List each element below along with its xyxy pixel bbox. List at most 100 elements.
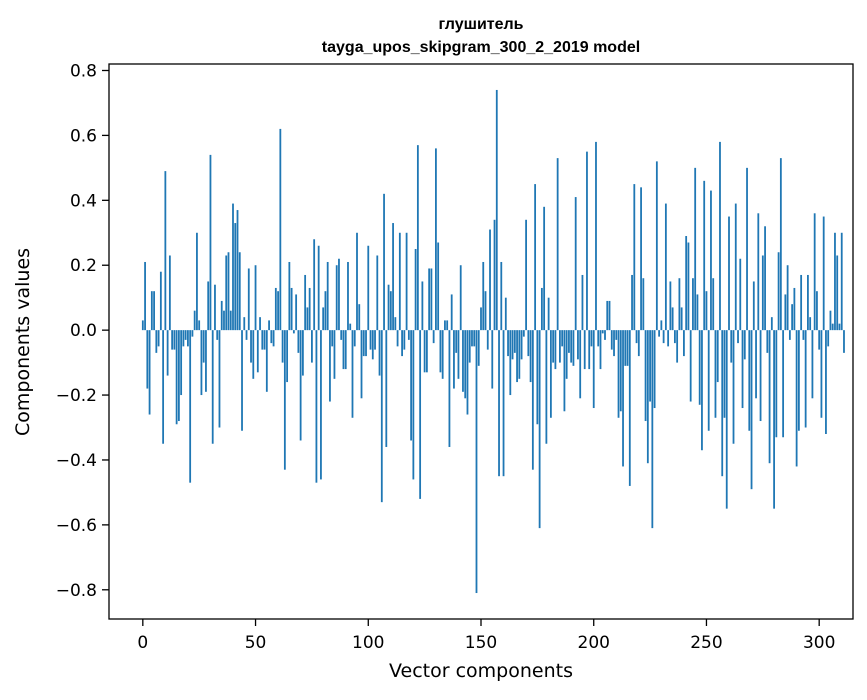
bar [168,255,171,331]
bar [779,158,782,331]
bar [419,330,422,499]
y-tick-label: −0.8 [56,581,97,601]
bar [214,284,216,331]
bar [716,330,719,383]
bar [538,330,541,529]
bar [624,330,627,366]
bar [777,252,780,331]
bar [545,330,548,444]
bar [295,294,298,331]
bar [651,330,654,529]
bar [730,330,733,363]
x-tick-label: 300 [803,633,835,653]
bar [759,330,762,422]
bar [628,330,631,486]
bar [572,330,575,366]
bar [331,330,334,347]
bar [227,252,230,331]
bar [347,261,349,331]
bar [283,330,286,470]
bar [549,330,552,418]
bar [739,258,742,331]
y-tick-label: −0.4 [56,451,97,471]
bar [480,307,482,331]
bar [770,317,773,331]
bar [822,216,825,331]
bar [610,330,613,350]
bar [692,278,694,331]
bar [829,310,832,331]
bar [475,330,478,594]
bar [642,278,645,331]
bar [234,223,237,331]
bar [320,330,322,480]
bar [184,330,187,340]
bar [256,330,259,373]
bar [831,323,834,331]
bar [782,330,785,438]
bar [615,330,618,340]
bar [416,145,419,331]
bar [669,281,672,331]
bar [468,330,471,363]
bar [827,330,830,347]
bar [516,330,518,383]
bar [225,255,228,331]
bar [786,265,789,331]
bar [392,223,394,331]
bar [338,258,340,331]
bar [211,330,214,444]
bar [529,330,532,383]
bar [387,284,390,331]
bar [658,330,661,337]
bar [428,268,431,331]
bar [177,330,180,422]
bar [840,232,843,331]
bar [511,330,514,360]
bar [164,171,167,331]
bar [252,330,255,379]
bar [423,330,426,373]
chart-subtitle: tayga_upos_skipgram_300_2_2019 model [322,39,640,56]
bar [281,330,284,363]
bar [608,300,611,331]
bar [581,274,584,331]
bar [809,317,812,331]
bar [507,330,509,357]
bar [245,330,248,340]
bar [202,330,205,363]
x-tick-label: 250 [690,633,722,653]
bar [825,330,827,434]
bar [453,330,455,389]
bar [277,291,279,331]
bar [403,330,406,350]
bar [455,330,458,353]
bar [270,330,273,344]
bar [448,330,451,447]
bar [712,278,715,331]
bar [595,141,597,331]
bar [290,287,293,331]
bar [838,323,841,331]
bar [304,274,307,331]
bar [622,330,624,467]
bar [236,210,239,331]
bar [755,330,757,399]
bar [703,180,706,331]
bar [843,330,845,353]
bar [464,330,467,399]
bar [180,330,183,396]
bar [525,219,527,331]
bar [462,330,464,392]
bar [795,330,798,467]
bar [836,255,839,331]
bar [405,232,408,331]
bar [502,330,505,477]
bar [664,203,667,331]
bar [173,330,176,350]
bar [209,154,212,331]
bar [719,141,721,331]
bar [380,330,383,503]
bar [687,242,690,331]
